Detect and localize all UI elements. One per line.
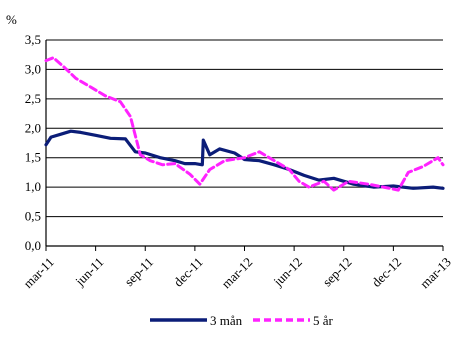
y-tick-label: 2,5 [25,91,41,106]
y-tick-label: 0,5 [25,209,41,224]
x-tick-label: jun-12 [270,254,305,289]
legend-label-2: 5 år [313,313,334,328]
x-tick-label: mar-12 [218,254,255,291]
x-tick-label: mar-13 [417,254,453,291]
x-tick-label: sep-12 [320,254,355,289]
y-tick-label: 1,5 [25,150,41,165]
y-tick-label: 3,0 [25,61,41,76]
legend: 3 mån 5 år [150,313,334,328]
y-tick-label: 0,0 [25,238,41,253]
x-tick-label: mar-11 [20,254,57,291]
x-tick-label: sep-11 [121,254,156,289]
legend-label-1: 3 mån [210,313,243,328]
series-line-2 [44,56,445,192]
gridlines [45,39,444,251]
series-line-1 [44,129,445,190]
x-tick-label: dec-11 [171,254,206,289]
x-tick-label: jun-11 [72,254,107,289]
x-tick-labels: mar-11 jun-11 sep-11 dec-11 mar-12 jun-12 sep-… [20,254,453,291]
y-tick-label: 3,5 [25,32,41,47]
y-tick-label: 1,0 [25,179,41,194]
y-tick-label: 2,0 [25,120,41,135]
y-tick-labels: 0,0 0,5 1,0 1,5 2,0 2,5 3,0 3,5 [25,32,41,253]
y-axis-unit-label: % [6,12,17,27]
x-tick-label: dec-12 [369,254,405,290]
series-lines [44,56,445,192]
